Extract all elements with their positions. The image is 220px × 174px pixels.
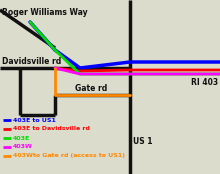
Text: 403E to Davidsville rd: 403E to Davidsville rd: [13, 126, 90, 132]
Text: Gate rd: Gate rd: [75, 84, 107, 93]
Text: 403Wto Gate rd (access to US1): 403Wto Gate rd (access to US1): [13, 153, 125, 159]
Text: RI 403: RI 403: [191, 78, 218, 87]
Text: US 1: US 1: [133, 137, 152, 147]
Text: Davidsville rd: Davidsville rd: [2, 57, 61, 66]
Text: Roger Williams Way: Roger Williams Way: [2, 8, 88, 17]
Text: 403E to US1: 403E to US1: [13, 117, 56, 122]
Text: 403W: 403W: [13, 144, 33, 149]
Text: 403E: 403E: [13, 136, 30, 140]
